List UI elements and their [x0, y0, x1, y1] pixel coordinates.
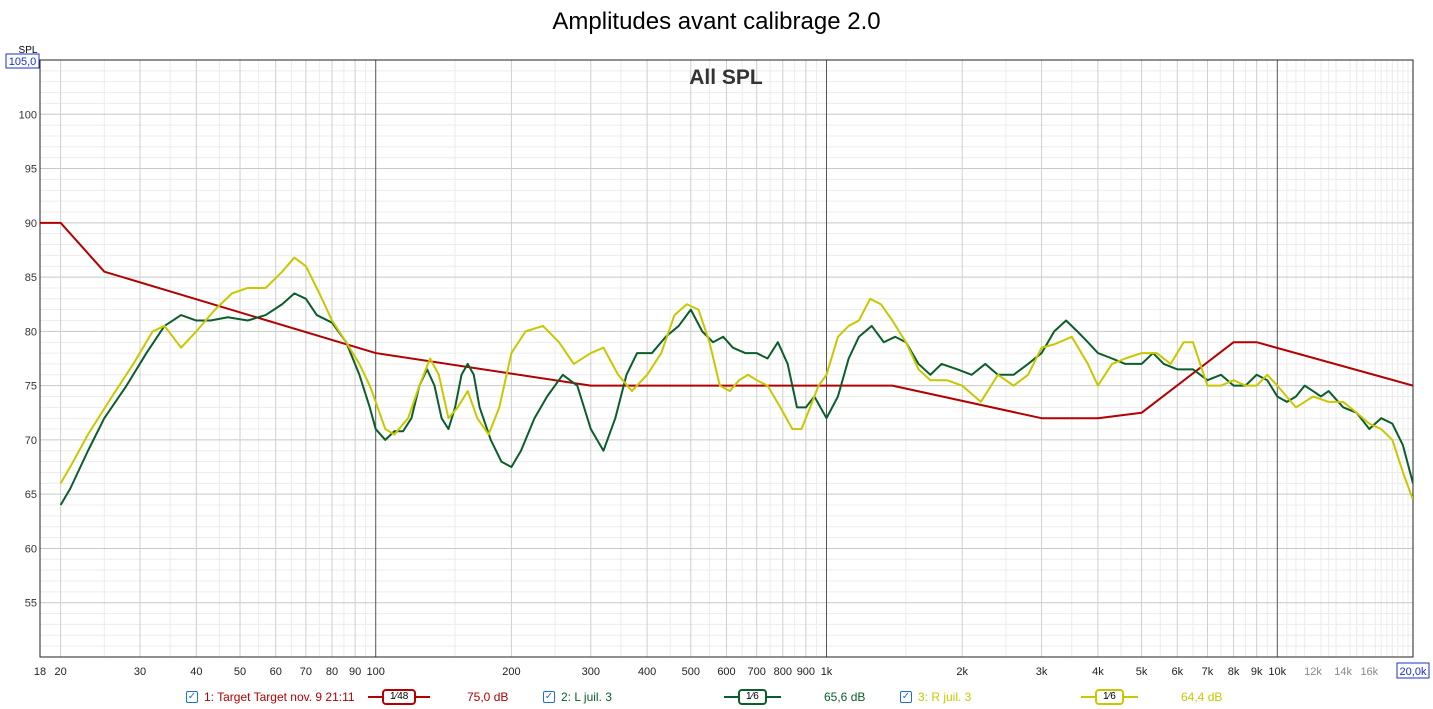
smoothing-label-target: 1⁄48	[382, 689, 417, 705]
x-tick-label: 14k	[1334, 666, 1352, 678]
legend: ✓ 1: Target Target nov. 9 21:11 1⁄48 75,…	[0, 686, 1433, 708]
x-tick-label: 5k	[1136, 666, 1148, 678]
legend-label-right: 3: R juil. 3	[918, 690, 972, 704]
y-tick-label: 70	[25, 435, 37, 447]
legend-item-left[interactable]: ✓ 2: L juil. 3	[543, 686, 612, 708]
x-tick-label: 16k	[1360, 666, 1378, 678]
x-tick-label: 300	[582, 666, 600, 678]
checkbox-icon[interactable]: ✓	[900, 691, 912, 703]
plot-frame	[39, 59, 1414, 658]
x-tick-label: 4k	[1092, 666, 1104, 678]
y-top-readout-box[interactable]	[5, 53, 40, 69]
y-tick-label: 55	[25, 598, 37, 610]
x-tick-label: 10k	[1268, 666, 1286, 678]
x-tick-label: 3k	[1036, 666, 1048, 678]
x-tick-label: 12k	[1304, 666, 1322, 678]
x-tick-label: 18	[34, 666, 46, 678]
x-tick-label: 800	[774, 666, 792, 678]
plot-subtitle: All SPL	[689, 66, 763, 89]
y-tick-label: 90	[25, 218, 37, 230]
smoothing-badge-target[interactable]: 1⁄48	[368, 689, 431, 705]
y-tick-label: 95	[25, 164, 37, 176]
x-tick-label: 600	[717, 666, 735, 678]
y-tick-label: 80	[25, 326, 37, 338]
x-tick-label: 80	[326, 666, 338, 678]
y-tick-label: 100	[19, 109, 37, 121]
x-tick-label: 500	[682, 666, 700, 678]
x-tick-label: 7k	[1202, 666, 1214, 678]
x-tick-label: 200	[502, 666, 520, 678]
readout-left: 65,6 dB	[824, 690, 866, 704]
x-tick-label: 700	[747, 666, 765, 678]
y-axis-label: SPL	[19, 45, 38, 56]
x-tick-label: 60	[270, 666, 282, 678]
x-tick-label: 9k	[1251, 666, 1263, 678]
legend-label-target: 1: Target Target nov. 9 21:11	[204, 690, 355, 704]
x-tick-label: 90	[349, 666, 361, 678]
x-tick-label: 30	[134, 666, 146, 678]
x-tick-label: 6k	[1171, 666, 1183, 678]
y-tick-label: 75	[25, 381, 37, 393]
x-tick-label: 70	[300, 666, 312, 678]
y-tick-label: 60	[25, 543, 37, 555]
series-line-1	[40, 221, 1413, 420]
plot-area[interactable]: 55 60 65 70 75 80 85 90 95 100 18 20 30 40 50 60 70 80 90…	[0, 0, 1433, 686]
x-tick-label: 400	[638, 666, 656, 678]
x-right-readout: 20,0k	[1400, 666, 1427, 678]
smoothing-label-left: 1⁄6	[738, 689, 767, 705]
readout-right: 64,4 dB	[1181, 690, 1223, 704]
series-line-2	[59, 292, 1413, 506]
x-tick-label: 8k	[1228, 666, 1240, 678]
x-tick-label: 1k	[821, 666, 833, 678]
readout-target: 75,0 dB	[467, 690, 509, 704]
y-top-readout: 105,0	[9, 56, 37, 68]
x-tick-label: 40	[190, 666, 202, 678]
y-tick-label: 65	[25, 489, 37, 501]
legend-item-target[interactable]: ✓ 1: Target Target nov. 9 21:11	[186, 686, 355, 708]
x-tick-label: 20	[55, 666, 67, 678]
y-tick-label: 85	[25, 272, 37, 284]
x-tick-label: 900	[797, 666, 815, 678]
checkbox-icon[interactable]: ✓	[186, 691, 198, 703]
x-tick-label: 100	[367, 666, 385, 678]
x-right-readout-box[interactable]	[1396, 662, 1430, 679]
x-tick-label: 50	[234, 666, 246, 678]
series-line-3	[59, 256, 1413, 500]
x-tick-label: 2k	[956, 666, 968, 678]
checkbox-icon[interactable]: ✓	[543, 691, 555, 703]
smoothing-label-right: 1⁄6	[1095, 689, 1124, 705]
chart-title: Amplitudes avant calibrage 2.0	[552, 8, 881, 35]
smoothing-badge-left[interactable]: 1⁄6	[724, 689, 781, 705]
smoothing-badge-right[interactable]: 1⁄6	[1081, 689, 1138, 705]
legend-item-right[interactable]: ✓ 3: R juil. 3	[900, 686, 971, 708]
legend-label-left: 2: L juil. 3	[561, 690, 612, 704]
